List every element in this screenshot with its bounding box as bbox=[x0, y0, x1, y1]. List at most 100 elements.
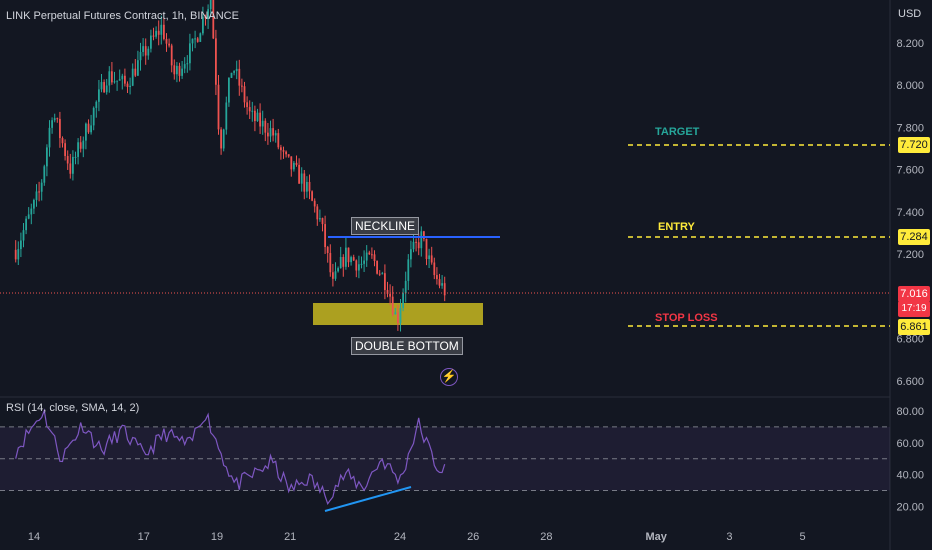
candle-body bbox=[27, 214, 30, 219]
candle-body bbox=[280, 147, 282, 151]
candle-body bbox=[183, 64, 186, 69]
candle-body bbox=[261, 120, 264, 127]
candle-body bbox=[256, 112, 259, 122]
candle-body bbox=[199, 33, 202, 42]
candle-body bbox=[389, 293, 391, 297]
double-bottom-label[interactable]: DOUBLE BOTTOM bbox=[351, 337, 463, 355]
candle-body bbox=[350, 257, 352, 263]
candle-body bbox=[404, 280, 407, 294]
candle-body bbox=[251, 110, 254, 112]
candle-body bbox=[230, 72, 233, 78]
candle-body bbox=[178, 65, 181, 76]
candle-body bbox=[30, 208, 33, 215]
candle-body bbox=[103, 82, 105, 93]
time-axis-label: 14 bbox=[28, 531, 40, 543]
entry-label: ENTRY bbox=[658, 221, 695, 233]
candle-body bbox=[98, 89, 100, 102]
candle-body bbox=[293, 162, 295, 170]
candle-body bbox=[386, 290, 389, 294]
candle-body bbox=[264, 120, 267, 133]
candle-body bbox=[365, 252, 368, 261]
time-axis-label: May bbox=[645, 531, 667, 543]
candle-body bbox=[316, 206, 319, 220]
time-axis-label: 28 bbox=[540, 531, 552, 543]
candle-body bbox=[111, 71, 113, 83]
candle-body bbox=[124, 75, 126, 84]
lightning-icon[interactable]: ⚡ bbox=[440, 368, 458, 386]
candle-body bbox=[144, 46, 147, 56]
currency-label[interactable]: USD bbox=[898, 8, 922, 20]
candle-body bbox=[116, 80, 118, 82]
price-axis-label: 8.200 bbox=[896, 38, 924, 50]
time-axis-label: 19 bbox=[211, 531, 223, 543]
target-label: TARGET bbox=[655, 126, 700, 138]
candle-body bbox=[342, 256, 345, 267]
candle-body bbox=[139, 51, 142, 61]
candle-body bbox=[339, 256, 342, 269]
stop-loss-label: STOP LOSS bbox=[655, 312, 718, 324]
candle-body bbox=[157, 30, 160, 35]
rsi-axis-label: 60.00 bbox=[896, 438, 924, 450]
rsi-axis-label: 20.00 bbox=[896, 501, 924, 513]
time-axis-label: 3 bbox=[726, 531, 732, 543]
price-axis-label: 7.400 bbox=[896, 207, 924, 219]
candle-body bbox=[363, 260, 365, 264]
candle-body bbox=[95, 101, 98, 108]
candle-body bbox=[46, 147, 48, 167]
candle-body bbox=[282, 150, 285, 152]
candle-body bbox=[430, 255, 433, 263]
stop-loss-price-tag: 6.861 bbox=[898, 319, 930, 335]
candle-body bbox=[17, 249, 20, 260]
candle-body bbox=[433, 262, 436, 276]
candle-body bbox=[43, 166, 46, 183]
candle-body bbox=[321, 218, 324, 225]
time-axis-label: 5 bbox=[800, 531, 806, 543]
price-axis-label: 7.600 bbox=[896, 165, 924, 177]
candle-body bbox=[412, 241, 415, 250]
price-axis-label: 7.800 bbox=[896, 122, 924, 134]
candle-body bbox=[176, 65, 178, 75]
candle-body bbox=[420, 231, 423, 249]
candle-body bbox=[155, 30, 157, 37]
candle-body bbox=[131, 68, 134, 86]
candle-body bbox=[267, 132, 269, 137]
time-axis-label: 17 bbox=[138, 531, 150, 543]
candle-body bbox=[66, 156, 69, 164]
candle-body bbox=[259, 112, 261, 127]
candle-body bbox=[254, 110, 256, 122]
rsi-title[interactable]: RSI (14, close, SMA, 14, 2) bbox=[6, 402, 140, 414]
candle-body bbox=[209, 0, 212, 10]
candle-body bbox=[415, 241, 417, 243]
candle-body bbox=[233, 71, 235, 73]
candle-body bbox=[202, 16, 204, 34]
candle-body bbox=[217, 84, 220, 130]
current-price-tag: 7.016 bbox=[898, 286, 930, 302]
candle-body bbox=[14, 249, 17, 260]
neckline-label[interactable]: NECKLINE bbox=[351, 217, 420, 235]
candle-body bbox=[72, 156, 74, 174]
symbol-title[interactable]: LINK Perpetual Futures Contract, 1h, BIN… bbox=[6, 10, 239, 22]
candle-body bbox=[74, 156, 77, 158]
candle-body bbox=[222, 129, 225, 149]
candle-body bbox=[64, 143, 66, 157]
candle-body bbox=[399, 307, 402, 323]
candle-body bbox=[345, 247, 347, 267]
candle-body bbox=[189, 43, 191, 64]
candle-body bbox=[118, 79, 121, 81]
time-axis-label: 21 bbox=[284, 531, 296, 543]
candle-body bbox=[368, 252, 371, 255]
candle-body bbox=[319, 218, 321, 220]
candle-body bbox=[246, 102, 248, 108]
candle-body bbox=[394, 312, 397, 315]
candle-body bbox=[311, 191, 313, 201]
candle-body bbox=[228, 77, 230, 103]
candle-body bbox=[443, 283, 446, 296]
candle-body bbox=[423, 231, 425, 239]
target-price-tag: 7.720 bbox=[898, 137, 930, 153]
candle-body bbox=[371, 254, 373, 256]
candle-body bbox=[269, 128, 272, 137]
candle-body bbox=[48, 127, 51, 148]
candle-body bbox=[51, 120, 53, 128]
